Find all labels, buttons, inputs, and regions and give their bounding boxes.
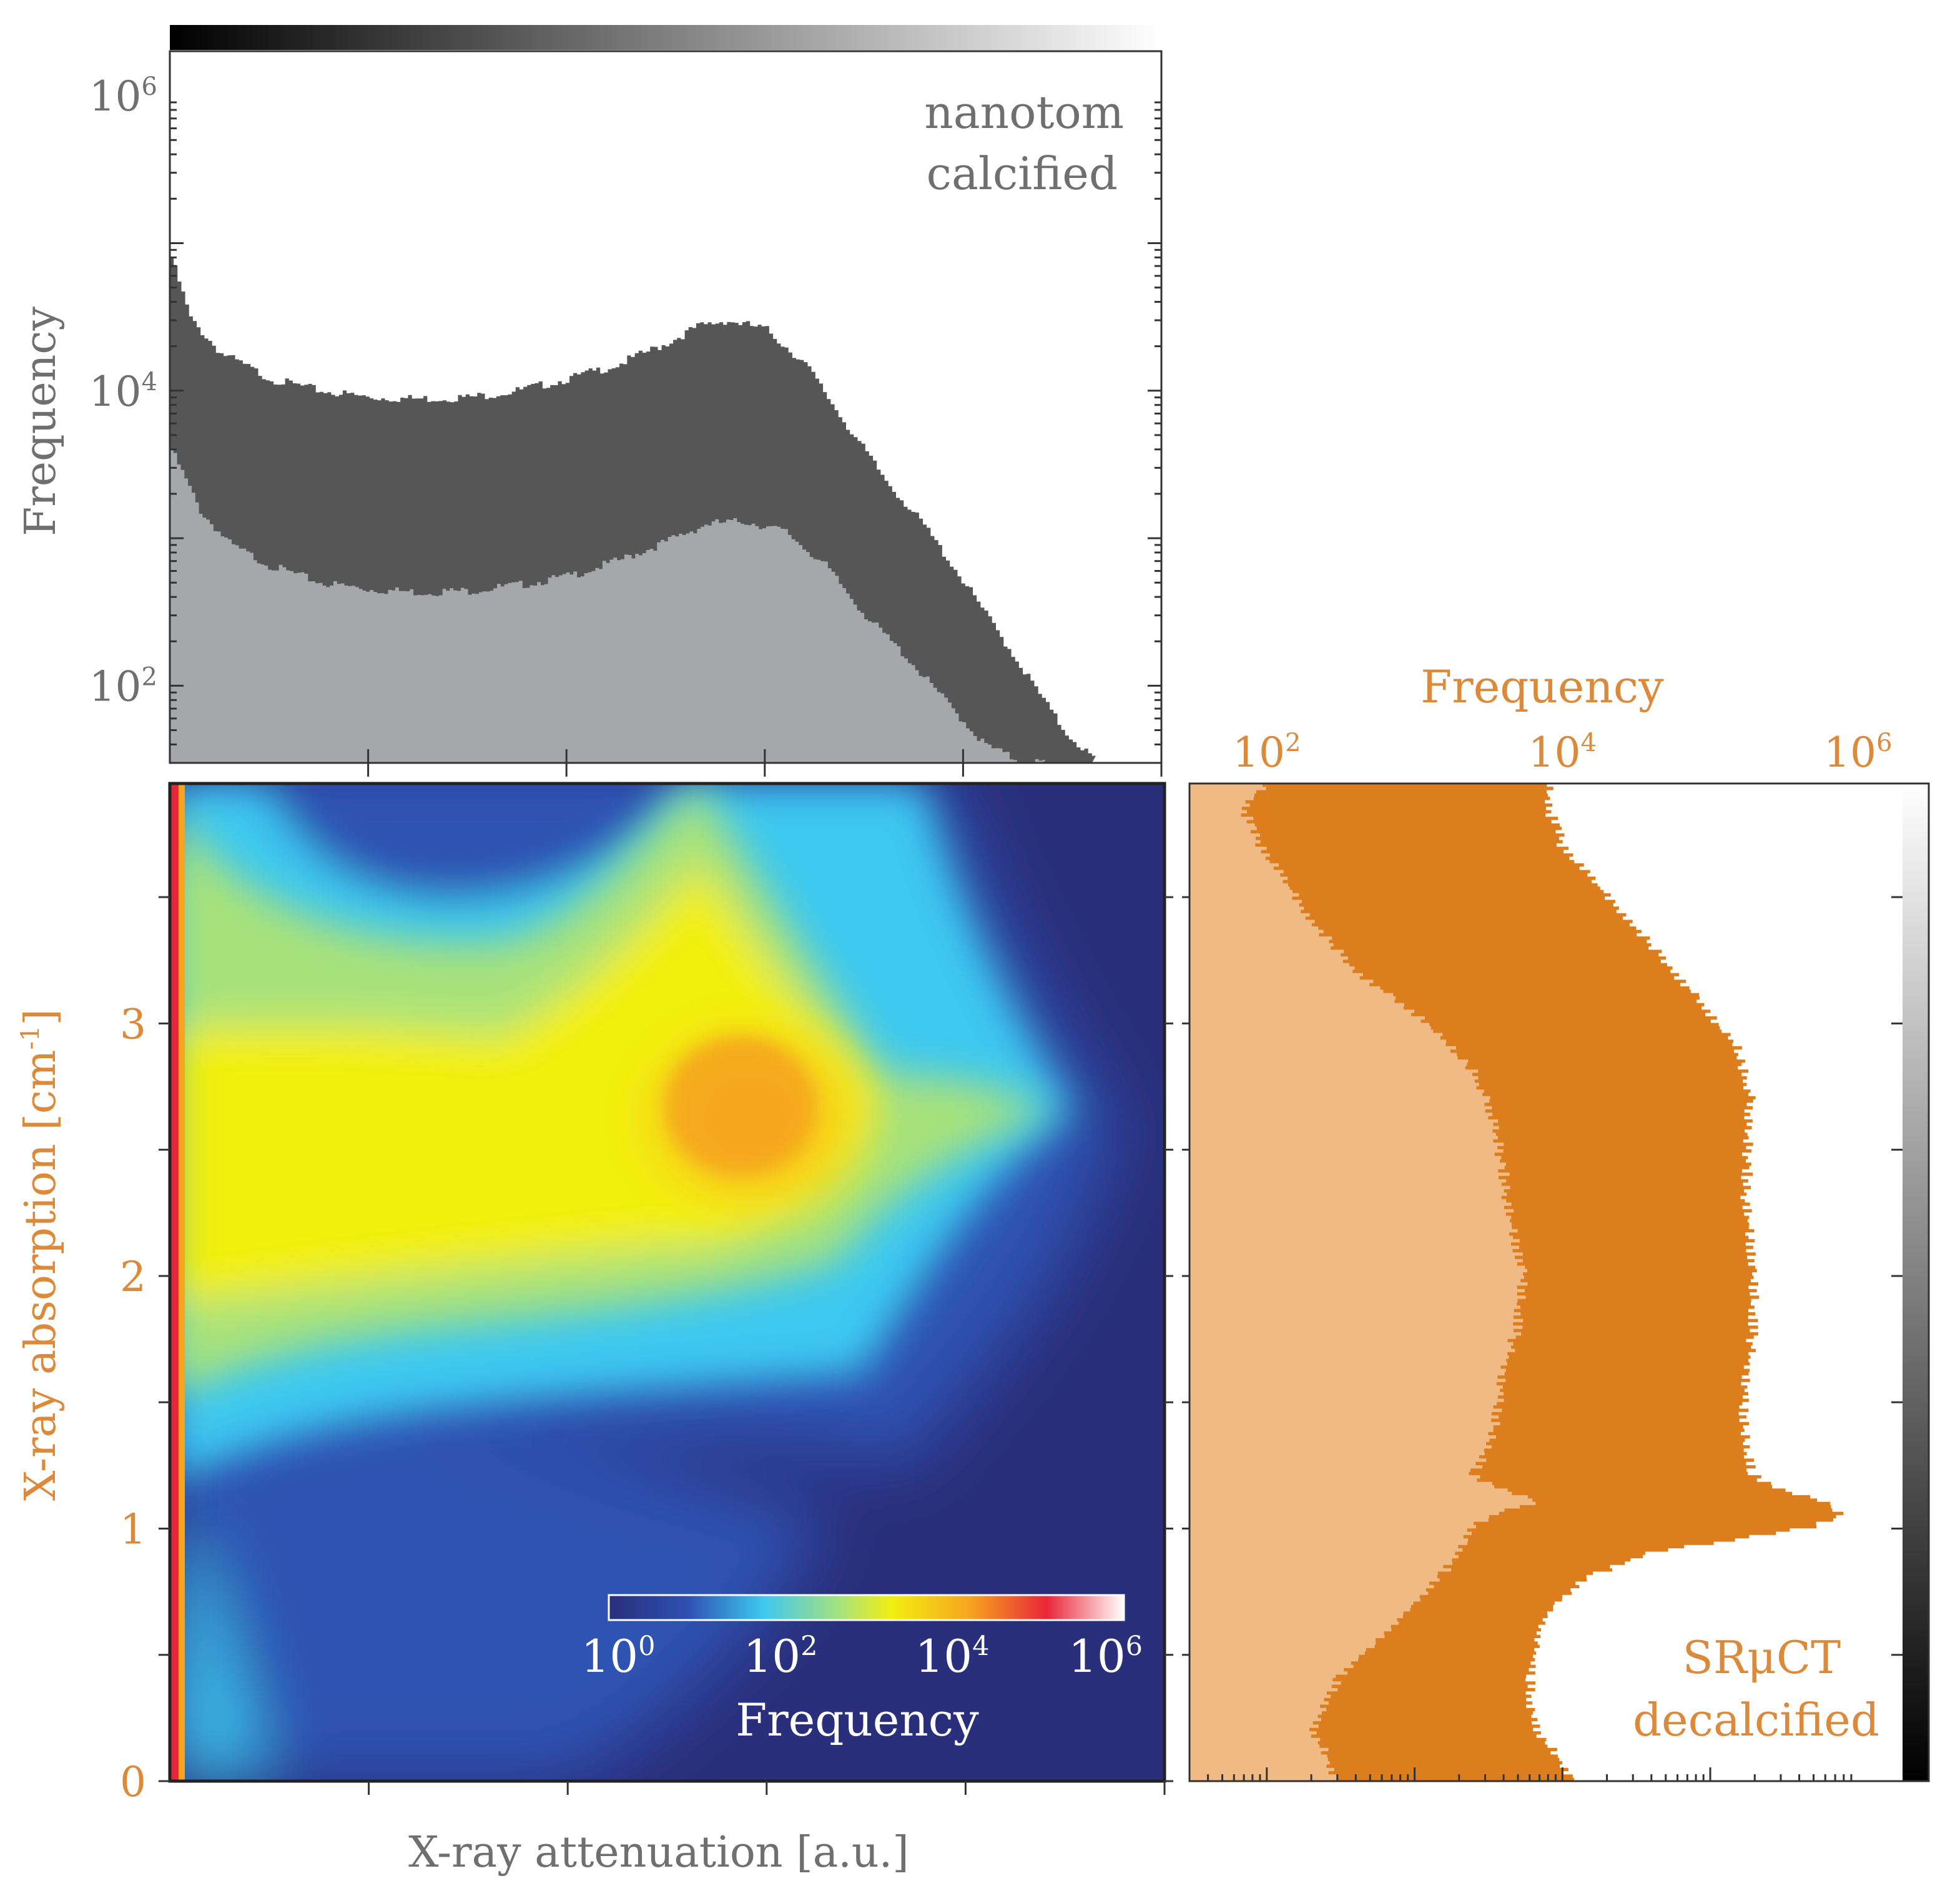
right-x-tick-label: 104 (1529, 729, 1597, 777)
right-x-tick-label-base: 10 (1233, 729, 1285, 777)
calcified-annotation: calcified (927, 147, 1118, 200)
heatmap-colorbar-tick-label-base: 10 (744, 1630, 801, 1682)
heatmap-colorbar-tick-label: 106 (1068, 1630, 1143, 1682)
srmuct-annotation: SRμCT (1683, 1631, 1841, 1684)
right-plot-frame (1188, 782, 1930, 1782)
heatmap-x-ticks (368, 1781, 1166, 1795)
right-y-ticks (1182, 896, 1903, 1656)
heatmap-colorbar-tick-label: 102 (744, 1630, 818, 1682)
right-x-tick-label-exp: 6 (1876, 729, 1892, 757)
heatmap-panel: 0 1 2 3 X-ray attenuation [a.u.] X-ray abso… (16, 782, 1173, 1877)
heatmap-y-ticks: 0 1 2 3 (120, 896, 1173, 1806)
heatmap-left-edge-glow (179, 783, 185, 1781)
top-histogram-subset-area (170, 449, 1046, 763)
heatmap-colorbar-tick-label-base: 10 (581, 1630, 639, 1682)
heatmap-frame (168, 782, 1166, 1783)
right-greyscale-colorbar (1903, 783, 1929, 1781)
heatmap-colorbar-tick-label: 104 (915, 1630, 990, 1682)
heatmap-y-label-main: X-ray absorption [cm (16, 1050, 66, 1501)
heatmap-y-tick-label: 3 (120, 1000, 146, 1048)
heatmap-colorbar-tick-label-base: 10 (1068, 1630, 1126, 1682)
heatmap-y-label-sup: -1 (16, 1026, 45, 1050)
heatmap-x-axis-label: X-ray attenuation [a.u.] (408, 1828, 909, 1877)
top-y-tick-label: 102 (89, 662, 157, 710)
decalcified-annotation: decalcified (1633, 1694, 1879, 1746)
top-y-tick-label-exp: 2 (142, 662, 157, 691)
heatmap-colorbar: 100 102 104 106 Frequency (581, 1594, 1143, 1746)
top-y-axis-label: Frequency (16, 307, 66, 536)
right-x-tick-label: 106 (1824, 729, 1892, 777)
right-x-ticks: 102 104 106 (1188, 729, 1892, 1781)
heatmap-y-tick-label: 0 (120, 1758, 146, 1806)
heatmap-colorbar-label: Frequency (736, 1694, 979, 1746)
heatmap-y-tick-label: 1 (120, 1505, 146, 1553)
nanotom-annotation: nanotom (924, 86, 1124, 139)
heatmap-colorbar-tick-label-exp: 6 (1126, 1631, 1143, 1662)
right-x-axis-title: Frequency (1421, 661, 1664, 713)
heatmap-left-edge (170, 783, 179, 1781)
heatmap-colorbar-tick-label-exp: 4 (972, 1631, 989, 1662)
right-x-tick-label-base: 10 (1529, 729, 1581, 777)
right-x-tick-label-exp: 4 (1581, 729, 1597, 757)
heatmap-colorbar-tick-label-base: 10 (915, 1630, 973, 1682)
heatmap-colorbar-tick-label-exp: 2 (800, 1631, 817, 1662)
right-x-tick-label: 102 (1233, 729, 1301, 777)
heatmap-colorbar-ticks: 100 102 104 106 (581, 1630, 1143, 1682)
heatmap-colorbar-tick-label-exp: 0 (638, 1631, 655, 1662)
top-y-tick-label: 106 (89, 72, 157, 120)
heatmap-y-axis-label: X-ray absorption [cm-1] (16, 1009, 66, 1501)
top-y-tick-label: 104 (89, 368, 157, 416)
top-y-tick-label-base: 10 (89, 72, 142, 120)
top-y-tick-label-base: 10 (89, 662, 142, 710)
heatmap-y-label-end: ] (16, 1009, 66, 1026)
heatmap-y-tick-label: 2 (120, 1253, 146, 1301)
right-histogram-panel: 102 104 106 Frequency SRμCT decalcified (1182, 661, 1930, 1782)
heatmap-peak-core (665, 1036, 815, 1174)
right-histogram-subset-area (1189, 783, 1536, 1781)
top-y-tick-label-exp: 4 (142, 368, 157, 396)
top-y-tick-label-base: 10 (89, 368, 142, 416)
top-x-ticks (367, 749, 1163, 777)
right-x-tick-label-base: 10 (1824, 729, 1876, 777)
top-plot-frame (169, 50, 1163, 764)
top-y-tick-label-exp: 6 (142, 72, 157, 101)
heatmap-colorbar-tick-label: 100 (581, 1630, 656, 1682)
top-greyscale-colorbar (170, 25, 1161, 50)
heatmap-colorbar-gradient (608, 1594, 1125, 1621)
right-x-tick-label-exp: 2 (1285, 729, 1301, 757)
